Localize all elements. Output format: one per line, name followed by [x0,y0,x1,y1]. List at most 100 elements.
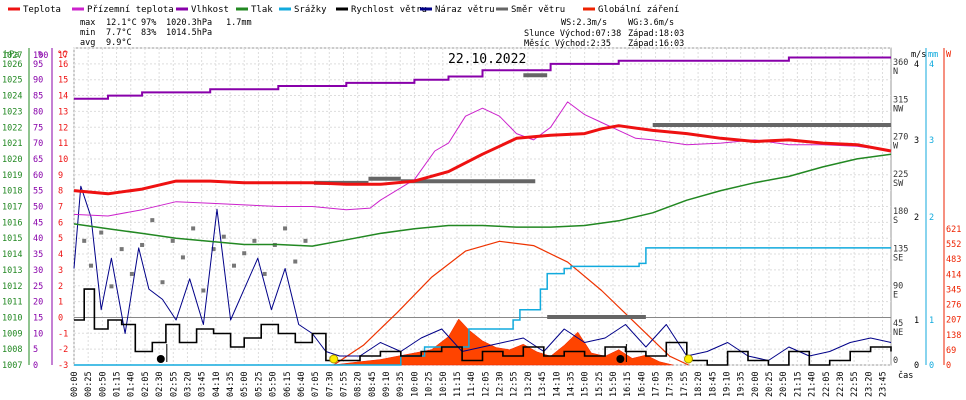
ms-tick: 1 [914,316,919,326]
pct-tick: 75 [33,123,43,133]
temperature-line [73,124,892,196]
temp-tick: 13 [58,107,68,117]
radiation-theoretical-line [333,240,689,366]
x-tick-label: 15:50 [609,371,619,397]
hpa-tick: 1017 [2,203,22,213]
hpa-tick: 1012 [2,282,22,292]
x-tick-label: 15:25 [595,371,605,397]
legend-label: Vlhkost [191,5,229,15]
x-tick-label: 09:10 [382,371,392,397]
x-tick-label: 23:20 [864,371,874,397]
x-tick-label: 00:25 [84,371,94,397]
x-tick-label: 05:25 [254,371,264,397]
wind-direction-point [242,251,247,256]
info-ws: WS:2.3m/s [561,18,607,28]
temp-tick: 12 [58,123,68,133]
wind-direction-point [201,288,206,293]
x-tick-label: 09:35 [396,371,406,397]
x-tick-label: 20:50 [779,371,789,397]
x-tick-label: 02:05 [141,371,151,397]
hpa-tick: 1014 [2,250,22,260]
temp-tick: 0 [58,313,63,323]
wind-speed-line [74,288,892,366]
dir-tick: 225 [893,170,908,180]
pct-tick: 45 [33,218,43,228]
hpa-tick: 1015 [2,234,22,244]
x-tick-label: 11:15 [453,371,463,397]
stats-hum: 83% [141,28,156,38]
wind-direction-point [150,218,155,223]
mm-tick: 2 [929,213,934,223]
x-tick-label: 03:45 [198,371,208,397]
hpa-tick: 1019 [2,171,22,181]
x-tick-label: 07:05 [311,371,321,397]
temp-tick: 1 [58,298,63,308]
rain-line [74,247,891,366]
stats-label: max [80,18,95,28]
x-tick-label: 01:15 [113,371,123,397]
radiation-measured-area [332,318,674,366]
temp-tick: 4 [58,250,63,260]
pct-tick: 35 [33,250,43,260]
hpa-tick: 1016 [2,218,22,228]
temp-tick: -2 [58,345,68,355]
temp-tick: 5 [58,234,63,244]
x-tick-label: 02:55 [169,371,179,397]
x-tick-label: 17:55 [680,371,690,397]
dir-tick-compass: SE [893,253,903,263]
x-tick-label: 12:30 [496,371,506,397]
temp-unit: °C [57,50,67,60]
x-tick-label: 22:30 [836,371,846,397]
pressure-line [73,153,892,247]
x-tick-label: 23:45 [878,371,888,397]
ground-temp-line [73,101,892,217]
x-tick-label: 04:35 [226,371,236,397]
w-unit: W [946,50,952,60]
x-tick-label: 04:10 [212,371,222,397]
x-tick-label: 20:25 [765,371,775,397]
pct-tick: 80 [33,107,43,117]
temp-tick: 3 [58,266,63,276]
temp-tick: 7 [58,203,63,213]
hpa-tick: 1013 [2,266,22,276]
x-tick-label: 18:20 [694,371,704,397]
x-tick-label: 05:50 [269,371,279,397]
wind-direction-point [231,263,236,268]
sunrise-marker [329,354,339,364]
legend-label: Přízemní teplota [87,5,174,15]
w-tick: 69 [946,346,956,356]
ms-unit: m/s [911,50,926,60]
x-tick-label: 14:35 [566,371,576,397]
x-tick-label: 22:05 [822,371,832,397]
mm-unit: mm [928,50,938,60]
pct-tick: 0 [33,361,38,371]
hpa-unit: hPa [4,50,19,60]
ms-tick: 3 [914,136,919,146]
pct-tick: 10 [33,329,43,339]
wind-direction-point [160,280,165,285]
pct-tick: 95 [33,60,43,70]
x-tick-label: 16:40 [637,371,647,397]
temp-tick: 17 [58,51,68,61]
hpa-tick: 1011 [2,298,22,308]
temp-tick: 10 [58,155,68,165]
hpa-tick: 1008 [2,345,22,355]
dir-tick: 90 [893,282,903,292]
dir-tick-compass: SW [893,179,904,189]
wind-direction-point [99,230,104,235]
x-tick-label: 12:55 [510,371,520,397]
x-tick-label: 02:30 [155,371,165,397]
pct-tick: 20 [33,298,43,308]
legend-label: Teplota [23,5,61,15]
wind-direction-point [170,238,175,243]
temp-tick: -3 [58,361,68,371]
x-tick-label: 17:30 [666,371,676,397]
wind-direction-point [211,247,216,252]
stats-temp: 9.9°C [106,38,132,48]
x-tick-label: 14:10 [552,371,562,397]
hpa-tick: 1027 [2,51,22,61]
dir-tick: 180 [893,207,908,217]
pct-tick: 60 [33,171,43,181]
x-tick-label: 13:45 [538,371,548,397]
